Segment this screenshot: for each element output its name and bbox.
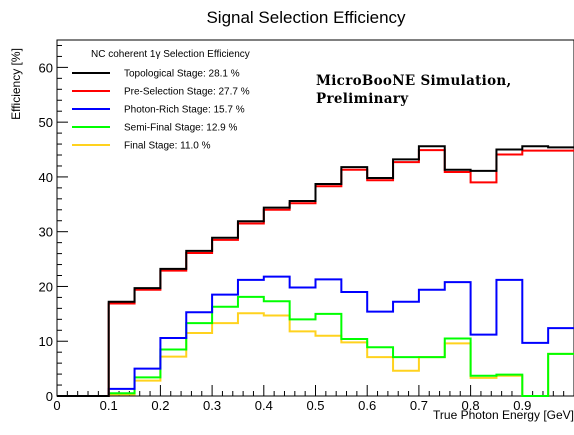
x-tick-label: 0.2 — [151, 398, 169, 413]
plot-area: 0 0.1 0.2 0.3 0.4 0.5 0.6 0.7 0.8 0.9 0 10 20 30 40 50 6… — [39, 39, 574, 413]
x-axis-label: True Photon Energy [GeV] — [433, 408, 574, 422]
annotation-line-1: MicroBooNE Simulation, — [316, 73, 512, 89]
x-tick-label: 0 — [53, 398, 60, 413]
x-tick-label: 0.4 — [255, 398, 273, 413]
y-tick-label: 10 — [39, 334, 53, 349]
legend-title: NC coherent 1γ Selection Efficiency — [91, 49, 250, 60]
legend-entry-1: Topological Stage: 28.1 % — [124, 69, 240, 80]
chart-title: Signal Selection Efficiency — [206, 8, 406, 27]
series-line-1 — [57, 145, 574, 397]
y-tick-label: 50 — [39, 115, 53, 130]
series-line-3 — [57, 275, 574, 397]
series-line-4 — [57, 295, 574, 397]
x-tick-label: 0.9 — [513, 398, 531, 413]
legend-entry-2: Pre-Selection Stage: 27.7 % — [124, 87, 250, 98]
legend-entry-5: Final Stage: 11.0 % — [124, 141, 211, 152]
y-tick-label: 60 — [39, 60, 53, 75]
annotation-line-2: Preliminary — [316, 91, 409, 107]
legend-entry-3: Photon-Rich Stage: 15.7 % — [124, 105, 245, 116]
x-tick-label: 0.6 — [358, 398, 376, 413]
y-tick-label: 40 — [39, 170, 53, 185]
y-tick-label: 20 — [39, 279, 53, 294]
x-tick-label: 0.1 — [100, 398, 118, 413]
y-tick-label: 0 — [46, 389, 53, 404]
y-axis-label: Efficiency [%] — [9, 48, 23, 120]
x-tick-label: 0.3 — [203, 398, 221, 413]
x-tick-label: 0.7 — [410, 398, 428, 413]
legend-entry-4: Semi-Final Stage: 12.9 % — [124, 123, 237, 134]
x-tick-label: 0.5 — [306, 398, 324, 413]
x-tick-label: 0.8 — [462, 398, 480, 413]
y-tick-label: 30 — [39, 225, 53, 240]
